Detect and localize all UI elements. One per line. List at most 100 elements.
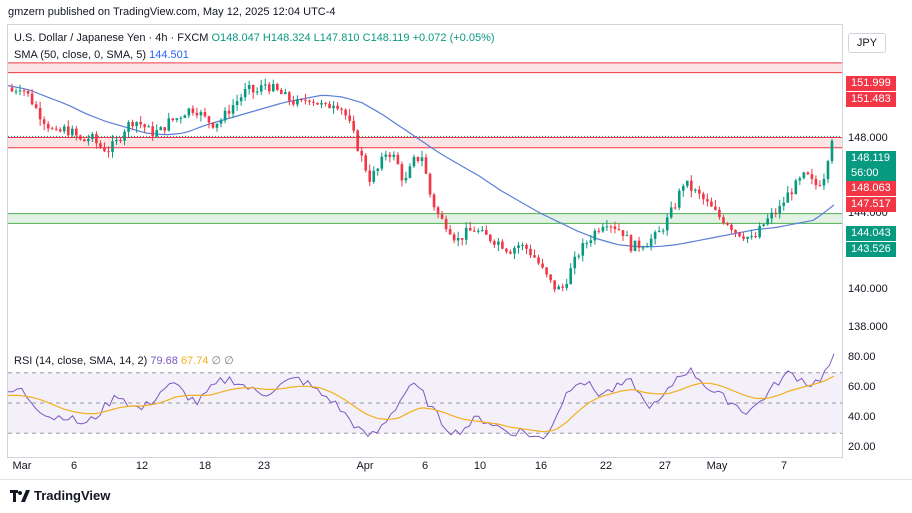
candle-body <box>710 201 713 207</box>
time-axis-label: 10 <box>473 460 487 472</box>
candle-body <box>702 193 705 200</box>
candle-body <box>541 263 544 268</box>
price-tag-support-bottom: 143.526 <box>846 242 896 257</box>
rsi-legend[interactable]: RSI (14, close, SMA, 14, 2) 79.68 67.74 … <box>14 354 234 367</box>
candle-body <box>698 189 701 194</box>
candle-body <box>263 84 267 86</box>
candle-body <box>762 224 765 226</box>
candle-body <box>312 101 315 103</box>
candle-body <box>529 248 532 256</box>
ohlc-open: O148.047 <box>211 32 260 44</box>
tradingview-icon <box>10 489 30 502</box>
candle-body <box>280 89 283 95</box>
candle-body <box>750 236 753 238</box>
candle-body <box>211 122 215 128</box>
candle-body <box>348 115 351 121</box>
candle-body <box>243 89 247 98</box>
candle-body <box>605 226 609 228</box>
candle-body <box>609 226 613 228</box>
candle-body <box>99 143 102 148</box>
candle-body <box>786 192 790 203</box>
candle-body <box>22 90 26 92</box>
candle-body <box>175 118 179 121</box>
candle-body <box>219 120 223 124</box>
candle-body <box>633 240 637 252</box>
candle-body <box>26 90 30 94</box>
ohlc-close: C148.119 <box>362 32 410 44</box>
candle-body <box>83 139 86 142</box>
candle-body <box>171 118 175 121</box>
candle-body <box>641 247 645 249</box>
candle-body <box>468 227 472 231</box>
tradingview-logo[interactable]: TradingView <box>10 488 110 503</box>
candle-body <box>734 230 737 233</box>
candle-body <box>79 135 82 140</box>
candle-body <box>573 256 577 269</box>
candle-body <box>396 154 400 165</box>
candle-body <box>645 245 649 248</box>
candle-body <box>673 207 677 209</box>
candle-body <box>669 207 673 218</box>
candle-body <box>766 218 769 225</box>
candle-body <box>810 174 814 179</box>
candle-body <box>549 274 552 281</box>
candle-body <box>726 223 729 225</box>
candle-body <box>400 164 404 181</box>
sma-line <box>8 85 835 248</box>
rsi-label: RSI (14, close, SMA, 14, 2) <box>14 355 148 367</box>
candle-body <box>681 185 685 191</box>
candle-body <box>830 140 834 162</box>
candle-body <box>565 284 569 288</box>
candle-body <box>376 168 380 171</box>
candle-body <box>380 156 384 169</box>
candle-body <box>718 209 721 218</box>
candle-body <box>452 234 456 241</box>
candle-body <box>629 235 633 252</box>
candle-body <box>320 102 323 105</box>
candle-body <box>637 240 641 248</box>
rsi-axis-label: 40.00 <box>848 411 876 424</box>
sma-legend[interactable]: SMA (50, close, 0, SMA, 5) 144.501 <box>14 49 189 61</box>
zone-support <box>8 213 842 224</box>
sma-layer <box>8 85 835 248</box>
candle-body <box>103 147 106 152</box>
ohlc-low: L147.810 <box>313 32 360 44</box>
price-pane[interactable] <box>8 25 842 347</box>
candle-body <box>460 238 464 240</box>
candle-body <box>649 238 653 246</box>
candle-body <box>818 185 822 187</box>
currency-selector[interactable]: JPY <box>848 33 886 53</box>
candle-body <box>661 230 665 232</box>
candle-body <box>336 105 339 109</box>
candle-body <box>267 84 271 92</box>
candle-body <box>537 257 540 264</box>
candle-body <box>436 207 440 215</box>
candle-body <box>300 99 303 101</box>
candle-body <box>199 112 203 116</box>
candle-body <box>722 217 725 224</box>
time-axis-label: 16 <box>534 460 548 472</box>
candle-body <box>428 173 432 195</box>
candle-body <box>167 118 171 131</box>
candle-body <box>420 157 424 161</box>
candle-body <box>107 151 110 153</box>
candle-body <box>115 140 118 142</box>
time-axis-label: 22 <box>599 460 613 472</box>
candle-body <box>292 100 295 105</box>
candle-body <box>814 178 818 186</box>
candle-body <box>215 123 219 128</box>
candle-body <box>677 190 681 208</box>
candle-body <box>569 268 573 285</box>
candle-body <box>179 117 183 119</box>
candle-body <box>456 238 460 241</box>
candle-body <box>392 154 396 157</box>
candle-body <box>690 180 693 191</box>
rsi-pane[interactable] <box>8 350 842 456</box>
candle-body <box>581 243 585 256</box>
candle-body <box>34 104 38 108</box>
candle-body <box>235 101 239 106</box>
sma-value: 144.501 <box>149 49 189 61</box>
candle-body <box>372 170 376 182</box>
candle-body <box>247 85 251 90</box>
candle-body <box>255 91 259 93</box>
